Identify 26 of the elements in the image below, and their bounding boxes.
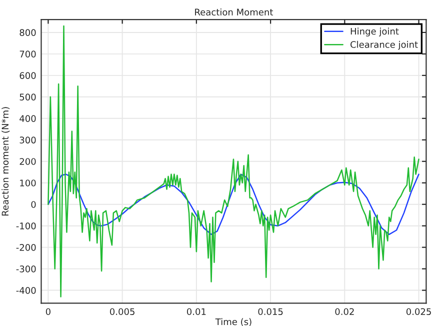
y-tick-label: -200 [16, 244, 36, 251]
x-tick-label: 0 [46, 308, 50, 316]
y-tick-label: 200 [20, 158, 36, 165]
y-tick-label: 100 [20, 180, 36, 186]
x-tick-label: 0.02 [335, 308, 354, 316]
x-tick-label: 0.025 [406, 308, 431, 316]
legend-label: Clearance joint [350, 40, 418, 50]
legend-label: Hinge joint [350, 28, 399, 36]
y-tick-label: -100 [16, 222, 36, 230]
x-tick-label: 0.015 [258, 308, 283, 316]
y-tick-label: 500 [20, 94, 36, 100]
y-tick-label: 700 [20, 50, 36, 58]
y-tick-label: 600 [20, 72, 36, 79]
x-tick-label: 0.005 [110, 308, 134, 316]
line-series [48, 25, 420, 298]
x-axis-title: Time (s) [215, 318, 252, 326]
y-tick-label: 400 [20, 115, 36, 122]
y-tick-label: -400 [16, 287, 36, 294]
y-tick-label: -300 [16, 266, 36, 272]
line-series [48, 174, 420, 236]
y-axis-title: Reaction moment (N*m) [2, 107, 10, 216]
chart-title: Reaction Moment [195, 8, 273, 16]
y-tick-label: 0 [31, 201, 36, 208]
y-tick-label: 800 [20, 29, 36, 36]
x-tick-label: 0.01 [186, 308, 206, 316]
y-tick-label: 300 [20, 136, 36, 144]
